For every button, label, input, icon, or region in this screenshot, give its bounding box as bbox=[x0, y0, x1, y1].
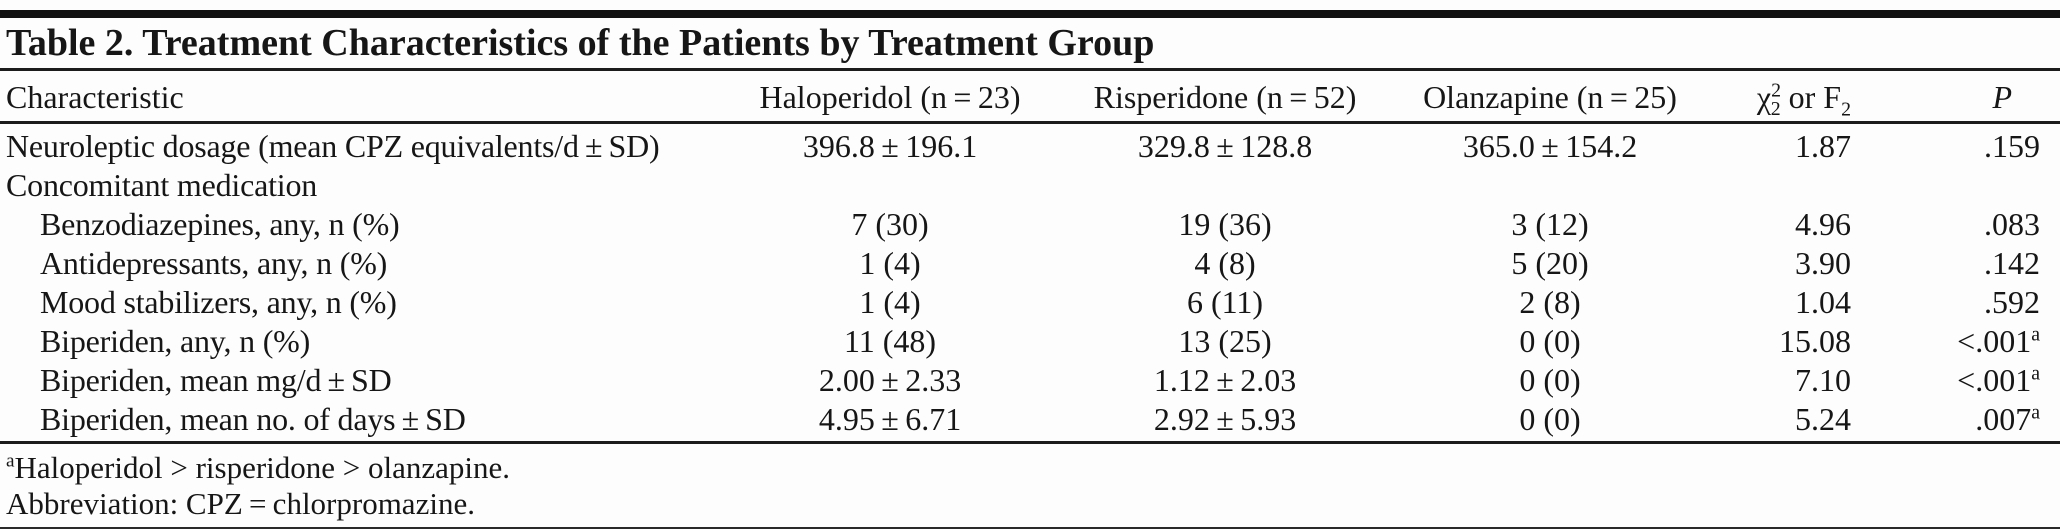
characteristic-label: Neuroleptic dosage (mean CPZ equivalents… bbox=[6, 128, 660, 164]
table-footnotes: aHaloperidol > risperidone > olanzapine.… bbox=[0, 444, 2060, 526]
column-header-haloperidol: Haloperidol (n = 23) bbox=[720, 71, 1060, 124]
haloperidol-value: 2.00 ± 2.33 bbox=[818, 362, 962, 398]
footnote-a-text: Haloperidol > risperidone > olanzapine. bbox=[14, 450, 511, 485]
chi2-f2-value: 1.04 bbox=[1795, 284, 1851, 320]
characteristic-label: Benzodiazepines, any, n (%) bbox=[40, 206, 400, 242]
p-value bbox=[1865, 166, 2060, 205]
header-row: Characteristic Haloperidol (n = 23) Risp… bbox=[0, 71, 2060, 124]
row-biperiden-mean-days: Biperiden, mean no. of days ± SD 4.95 ± … bbox=[0, 400, 2060, 444]
chi2-f2-value: 5.24 bbox=[1710, 400, 1865, 444]
haloperidol-value: 1 (4) bbox=[859, 284, 921, 320]
row-biperiden-mean-mg: Biperiden, mean mg/d ± SD 2.00 ± 2.33 1.… bbox=[0, 361, 2060, 400]
top-border-bar bbox=[0, 10, 2060, 18]
p-value-text: .142 bbox=[1984, 245, 2040, 281]
row-mood-stabilizers: Mood stabilizers, any, n (%) 1 (4) 6 (11… bbox=[0, 283, 2060, 322]
row-concomitant-medication: Concomitant medication bbox=[0, 166, 2060, 205]
bottom-border-bar bbox=[0, 527, 2060, 529]
table-title: Table 2. Treatment Characteristics of th… bbox=[0, 18, 2060, 71]
p-value: .142 bbox=[1865, 244, 2060, 283]
column-header-risperidone: Risperidone (n = 52) bbox=[1060, 71, 1390, 124]
characteristic-label: Antidepressants, any, n (%) bbox=[40, 245, 388, 281]
chi2-f2-value: 4.96 bbox=[1795, 206, 1851, 242]
column-header-olanzapine: Olanzapine (n = 25) bbox=[1390, 71, 1710, 124]
haloperidol-value bbox=[720, 166, 1060, 205]
row-antidepressants: Antidepressants, any, n (%) 1 (4) 4 (8) … bbox=[0, 244, 2060, 283]
f-subscript: 2 bbox=[1841, 98, 1851, 121]
chi-symbol: χ bbox=[1756, 79, 1772, 115]
olanzapine-value bbox=[1390, 166, 1710, 205]
or-f-text: or F bbox=[1780, 79, 1842, 115]
risperidone-value bbox=[1060, 166, 1390, 205]
p-value-superscript: a bbox=[2031, 362, 2040, 385]
haloperidol-value: 1 (4) bbox=[859, 245, 921, 281]
risperidone-value: 2.92 ± 5.93 bbox=[1060, 400, 1390, 444]
treatment-characteristics-table: Characteristic Haloperidol (n = 23) Risp… bbox=[0, 71, 2060, 444]
risperidone-value: 13 (25) bbox=[1178, 323, 1272, 359]
risperidone-value: 6 (11) bbox=[1186, 284, 1264, 320]
row-benzodiazepines: Benzodiazepines, any, n (%) 7 (30) 19 (3… bbox=[0, 205, 2060, 244]
footnote-a: aHaloperidol > risperidone > olanzapine. bbox=[6, 450, 2060, 486]
olanzapine-value: 3 (12) bbox=[1511, 206, 1589, 242]
chi2-f2-value: 7.10 bbox=[1795, 362, 1851, 398]
haloperidol-value: 4.95 ± 6.71 bbox=[720, 400, 1060, 444]
p-value-superscript: a bbox=[2031, 323, 2040, 346]
olanzapine-value: 365.0 ± 154.2 bbox=[1462, 128, 1638, 164]
risperidone-value: 329.8 ± 128.8 bbox=[1137, 128, 1313, 164]
haloperidol-value: 11 (48) bbox=[843, 323, 937, 359]
olanzapine-value: 0 (0) bbox=[1390, 400, 1710, 444]
p-value: <.001a bbox=[1865, 322, 2060, 361]
p-value-superscript: a bbox=[2031, 401, 2040, 424]
p-value-text: .083 bbox=[1984, 206, 2040, 242]
footnote-abbreviation: Abbreviation: CPZ = chlorpromazine. bbox=[6, 486, 2060, 522]
olanzapine-value: 0 (0) bbox=[1519, 323, 1581, 359]
p-value-text: .007 bbox=[1975, 401, 2032, 437]
column-header-characteristic: Characteristic bbox=[0, 71, 720, 124]
chi2-f2-value: 1.87 bbox=[1795, 128, 1851, 164]
row-neuroleptic-dosage: Neuroleptic dosage (mean CPZ equivalents… bbox=[0, 123, 2060, 167]
p-value: .159 bbox=[1865, 123, 2060, 167]
haloperidol-value: 396.8 ± 196.1 bbox=[802, 128, 978, 164]
p-value-text: <.001 bbox=[1957, 362, 2032, 398]
characteristic-label: Biperiden, mean mg/d ± SD bbox=[40, 362, 392, 398]
characteristic-label: Concomitant medication bbox=[6, 167, 318, 203]
olanzapine-value: 5 (20) bbox=[1511, 245, 1589, 281]
p-value: .083 bbox=[1865, 205, 2060, 244]
risperidone-value: 19 (36) bbox=[1178, 206, 1272, 242]
column-header-p: P bbox=[1865, 71, 2060, 124]
p-value: .007a bbox=[1865, 400, 2060, 444]
haloperidol-value: 7 (30) bbox=[851, 206, 929, 242]
p-value-text: <.001 bbox=[1957, 323, 2032, 359]
p-value-text: .592 bbox=[1984, 284, 2040, 320]
chi2-f2-value: 3.90 bbox=[1795, 245, 1851, 281]
olanzapine-value: 2 (8) bbox=[1519, 284, 1581, 320]
p-value-text: .159 bbox=[1984, 128, 2040, 164]
p-value: .592 bbox=[1865, 283, 2060, 322]
column-header-chi2-or-f2: χ22 or F2 bbox=[1710, 71, 1865, 124]
chi-superscript: 2 bbox=[1771, 79, 1782, 102]
row-biperiden-any: Biperiden, any, n (%) 11 (48) 13 (25) 0 … bbox=[0, 322, 2060, 361]
chi2-f2-value: 15.08 bbox=[1779, 323, 1851, 359]
olanzapine-value: 0 (0) bbox=[1519, 362, 1581, 398]
characteristic-label: Mood stabilizers, any, n (%) bbox=[40, 284, 397, 320]
risperidone-value: 4 (8) bbox=[1194, 245, 1256, 281]
chi2-f2-value bbox=[1710, 166, 1865, 205]
risperidone-value: 1.12 ± 2.03 bbox=[1153, 362, 1297, 398]
chi-subscript: 2 bbox=[1770, 98, 1781, 121]
footnote-a-marker: a bbox=[6, 450, 15, 472]
p-value: <.001a bbox=[1865, 361, 2060, 400]
characteristic-label: Biperiden, mean no. of days ± SD bbox=[0, 400, 720, 444]
footnote-abbreviation-text: Abbreviation: CPZ = chlorpromazine. bbox=[6, 486, 475, 521]
characteristic-label: Biperiden, any, n (%) bbox=[40, 323, 311, 359]
